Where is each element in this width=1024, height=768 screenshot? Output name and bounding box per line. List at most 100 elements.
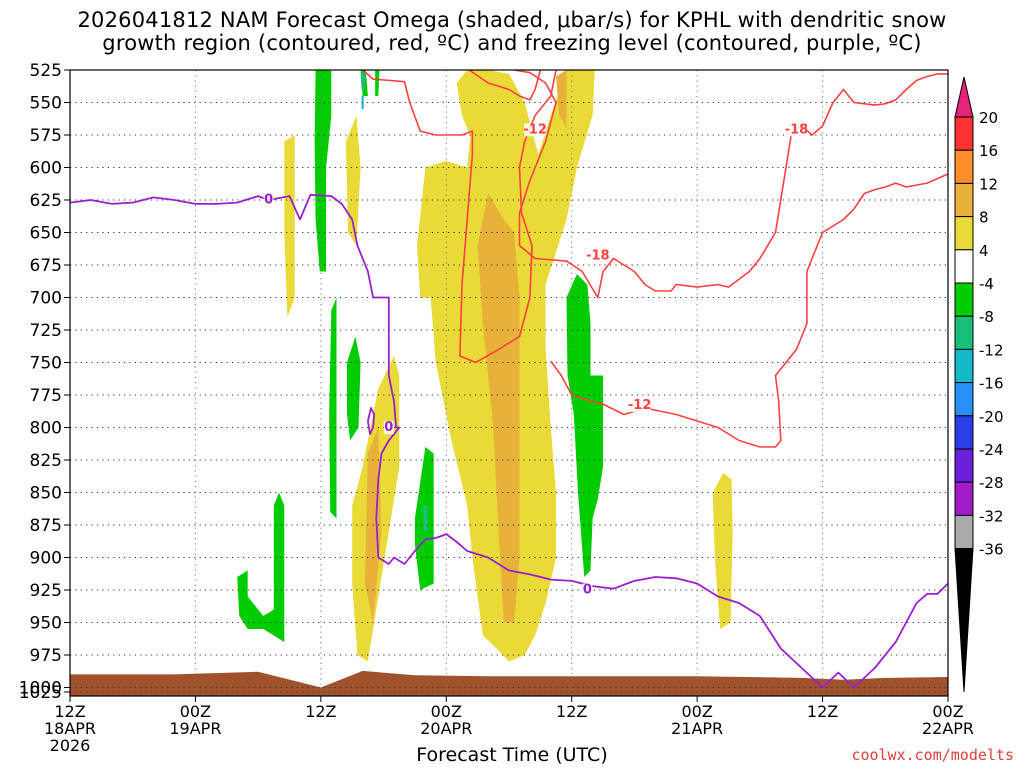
freezing-label-bg-0 [263,193,274,207]
dendritic-contour-label-2: -12 [628,398,652,413]
omega-pos-high-sliver [345,115,361,246]
omega-neg-upper-column [314,70,332,272]
colorbar-label-6: -8 [979,308,994,326]
ytick-label-675: 675 [30,256,62,276]
colorbar-label-13: -36 [979,541,1004,559]
omega-pos-late-sliver [712,473,733,629]
omega-neg-mid-col [347,336,361,441]
dendritic-label-bg-1 [586,249,609,263]
colorbar-swatch-10 [954,448,974,483]
colorbar-label-1: 16 [979,142,998,160]
colorbar-swatch-2 [954,182,974,218]
ytick-label-950: 950 [30,614,62,634]
omega-neg-right-column [566,274,604,577]
xtick-label-12-l2: 19APR [169,719,221,738]
xtick-label-60-l2: 21APR [671,719,723,738]
ytick-label-750: 750 [30,354,62,374]
xtick-label-36-l2: 20APR [420,719,472,738]
omega-orange-upper [556,70,567,129]
ytick-label-875: 875 [30,516,62,536]
chart-title-line-1: 2026041812 NAM Forecast Omega (shaded, μ… [77,8,947,32]
freezing-level-label-0: 0 [264,193,273,208]
ytick-label-1025: 1025 [19,683,62,703]
minus18-contour [514,70,948,299]
ytick-label-775: 775 [30,386,62,406]
dendritic-contour-label-1: -18 [586,249,610,264]
credit-link[interactable]: coolwx.com/modelts [851,746,1014,764]
colorbar-swatch-12 [954,514,974,550]
dendritic-label-bg-2 [628,399,651,412]
colorbar-label-7: -12 [979,341,1004,359]
ytick-label-625: 625 [30,191,62,211]
xtick-label-0-l3: 2026 [50,736,91,755]
colorbar-label-11: -28 [979,474,1004,492]
ytick-label-525: 525 [30,61,62,81]
xtick-label-72-l1: 12Z [807,702,838,721]
ytick-label-725: 725 [30,321,62,341]
colorbar-swatch-11 [954,481,974,516]
omega-pos-early-sliver [284,135,295,317]
xtick-label-60-l1: 00Z [681,702,712,721]
plot-frame [69,69,949,697]
ytick-label-650: 650 [30,224,62,244]
omega-teal-lower [423,505,428,532]
xtick-label-12-l1: 00Z [180,702,211,721]
colorbar-swatch-0 [954,116,974,151]
ytick-label-800: 800 [30,419,62,439]
ytick-label-550: 550 [30,94,62,114]
colorbar-label-12: -32 [979,507,1004,525]
colorbar-label-5: -4 [979,275,994,293]
minus12-upper-contour [468,70,542,101]
colorbar-swatch-3 [954,216,974,251]
dendritic-contour-label-3: -18 [785,122,809,137]
omega-neg-lower-left [237,492,285,642]
colorbar-swatch-9 [954,415,974,450]
freezing-label-bg-1 [383,421,394,435]
colorbar-label-8: -16 [979,375,1004,393]
xtick-label-48-l1: 12Z [556,702,587,721]
colorbar-label-0: 20 [979,109,998,127]
freezing-label-bg-2 [582,583,593,597]
omega-neg-upper-small [375,70,380,96]
colorbar-bottom-arrow [954,548,974,693]
x-axis-title: Forecast Time (UTC) [416,744,608,766]
freezing-level-small-loop [367,407,376,435]
ytick-label-975: 975 [30,646,62,666]
colorbar-swatch-6 [954,315,974,350]
colorbar-label-2: 12 [979,175,998,193]
ytick-label-700: 700 [30,289,62,309]
freezing-level-label-1: 0 [384,420,393,435]
omega-neg-mid-left [329,297,337,519]
colorbar-swatch-5 [954,282,974,317]
ytick-label-825: 825 [30,451,62,471]
xtick-label-24-l1: 12Z [305,702,336,721]
omega-teal-upper [360,72,365,90]
chart-title-line-2: growth region (contoured, red, ºC) and f… [102,31,922,55]
xtick-label-84-l1: 00Z [932,702,963,721]
ytick-label-850: 850 [30,484,62,504]
minus12-lower-contour [550,173,948,448]
omega-orange-core [477,193,520,623]
xtick-label-0-l1: 12Z [54,702,85,721]
dendritic-contour-label-0: -12 [523,122,547,137]
minus12-left-contour [362,70,557,364]
ytick-label-925: 925 [30,581,62,601]
colorbar-swatch-4 [954,249,974,284]
xtick-label-0-l2: 18APR [44,719,96,738]
xtick-label-84-l2: 22APR [922,719,974,738]
xtick-label-36-l1: 00Z [431,702,462,721]
ytick-label-1000: 1000 [19,679,62,699]
terrain-fill [70,670,948,696]
dendritic-label-bg-3 [785,123,808,137]
colorbar-label-4: 4 [979,242,989,260]
ytick-label-575: 575 [30,126,62,146]
dendritic-label-bg-0 [524,123,547,137]
freezing-level-label-2: 0 [583,583,592,598]
colorbar-label-10: -24 [979,441,1004,459]
omega-pos-upper-wisp [456,70,489,142]
ytick-label-600: 600 [30,159,62,179]
colorbar-swatch-7 [954,348,974,384]
colorbar-swatch-1 [954,149,974,184]
ytick-label-900: 900 [30,549,62,569]
